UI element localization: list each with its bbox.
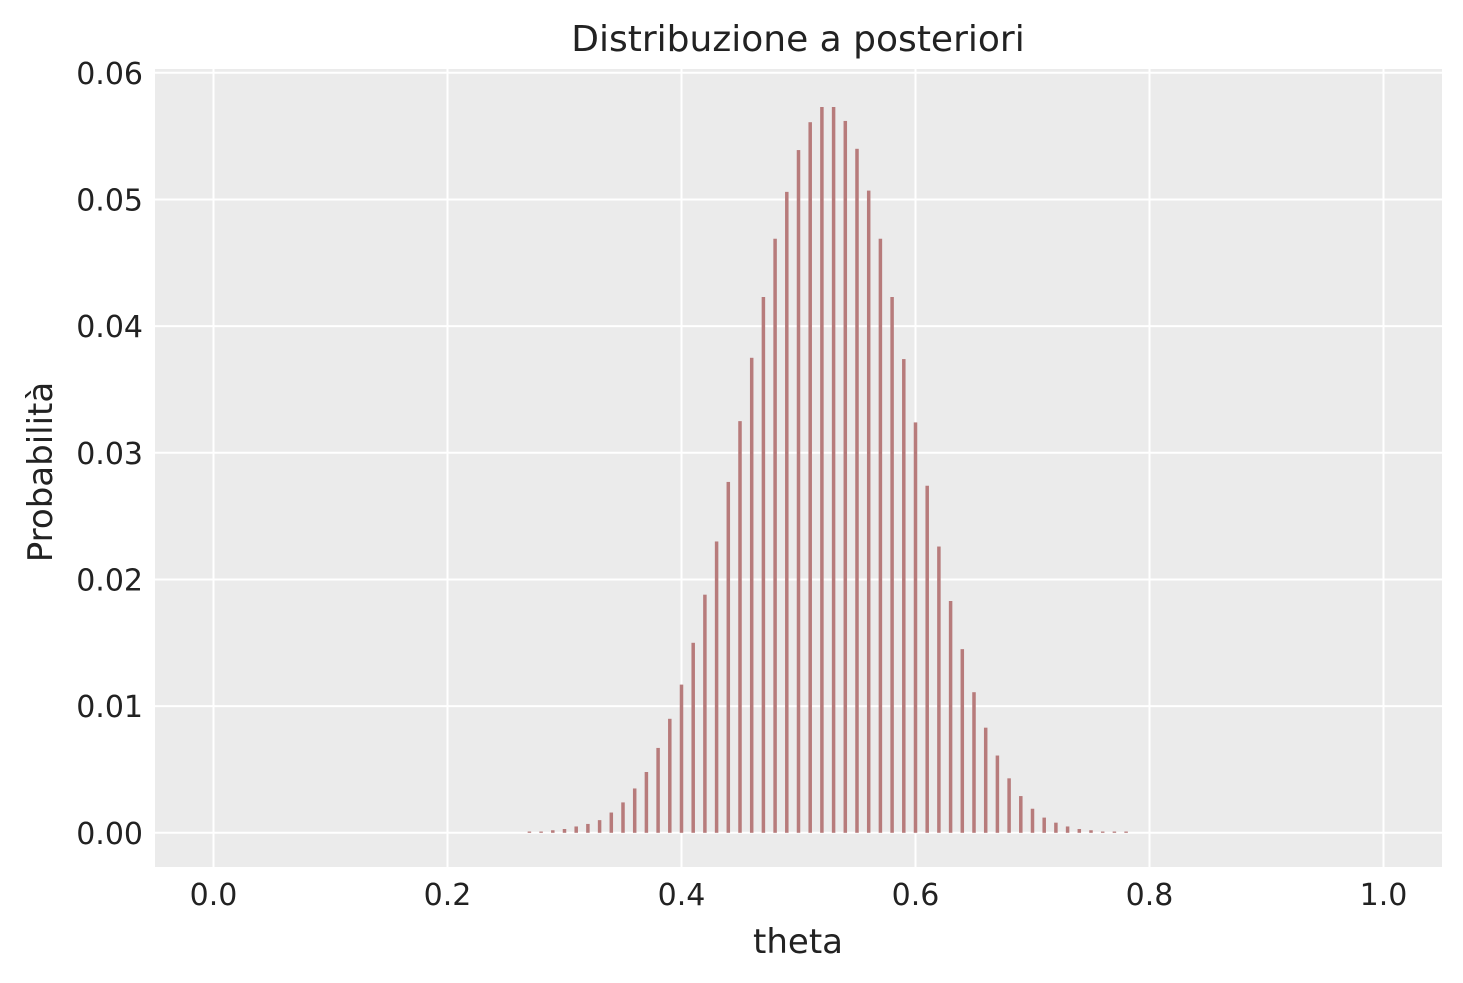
x-axis-label: theta	[753, 922, 843, 962]
y-tick-label: 0.01	[76, 690, 143, 725]
bar	[913, 422, 918, 833]
y-axis-label: Probabilità	[21, 382, 61, 562]
bar	[551, 830, 555, 833]
chart-title: Distribuzione a posteriori	[571, 19, 1024, 60]
bar	[995, 755, 1000, 833]
bar	[866, 190, 871, 833]
y-tick-label: 0.02	[76, 563, 143, 598]
bar	[1065, 826, 1070, 833]
x-tick-labels: 0.0 0.2 0.4 0.6 0.8 1.0	[190, 878, 1408, 913]
bar	[632, 788, 637, 833]
bar	[597, 820, 602, 833]
bar	[1054, 822, 1058, 833]
x-tick-label: 0.6	[892, 878, 940, 913]
bar	[1089, 830, 1093, 833]
bar	[983, 727, 988, 833]
bar	[1100, 831, 1105, 833]
x-tick-label: 0.8	[1126, 878, 1174, 913]
y-tick-label: 0.04	[76, 310, 143, 345]
bar	[539, 831, 543, 833]
y-tick-labels: 0.00 0.01 0.02 0.03 0.04 0.05 0.06	[76, 57, 143, 852]
y-tick-label: 0.00	[76, 817, 143, 852]
bar	[726, 481, 731, 833]
bar	[972, 692, 976, 833]
bar	[796, 150, 801, 833]
bar	[644, 772, 649, 833]
bar	[679, 684, 684, 833]
bar	[1042, 817, 1046, 833]
bar	[1019, 796, 1023, 833]
bar	[937, 546, 941, 833]
x-tick-label: 1.0	[1360, 878, 1408, 913]
bar	[843, 120, 848, 833]
y-tick-label: 0.06	[76, 57, 143, 92]
bar	[668, 718, 672, 833]
bar	[855, 148, 859, 833]
y-tick-label: 0.03	[76, 437, 143, 472]
x-tick-label: 0.4	[658, 878, 706, 913]
x-tick-label: 0.0	[190, 878, 238, 913]
bar	[1112, 831, 1117, 833]
bar	[703, 594, 707, 833]
bar	[574, 826, 578, 833]
bar	[948, 601, 953, 833]
bar	[1007, 778, 1011, 833]
bar	[902, 359, 906, 833]
bar	[1124, 831, 1128, 833]
bar	[761, 297, 766, 833]
bar	[960, 649, 965, 833]
x-tick-label: 0.2	[424, 878, 472, 913]
bar	[738, 421, 742, 833]
bar	[773, 238, 777, 833]
bars-group	[527, 107, 1128, 833]
y-tick-label: 0.05	[76, 183, 143, 218]
bar	[925, 485, 929, 833]
bar	[820, 107, 824, 833]
bar	[1030, 808, 1035, 833]
bar	[586, 823, 590, 833]
bar	[831, 107, 836, 833]
bar	[785, 191, 789, 833]
bar	[621, 802, 625, 833]
bar	[878, 238, 883, 833]
bar	[808, 122, 812, 833]
bar	[609, 812, 614, 833]
bar	[749, 357, 754, 833]
bar	[714, 541, 719, 833]
bar	[1077, 829, 1082, 833]
bar	[527, 831, 532, 833]
bar	[691, 642, 695, 833]
bar	[656, 747, 660, 833]
bar	[890, 297, 894, 833]
bar	[562, 829, 567, 833]
